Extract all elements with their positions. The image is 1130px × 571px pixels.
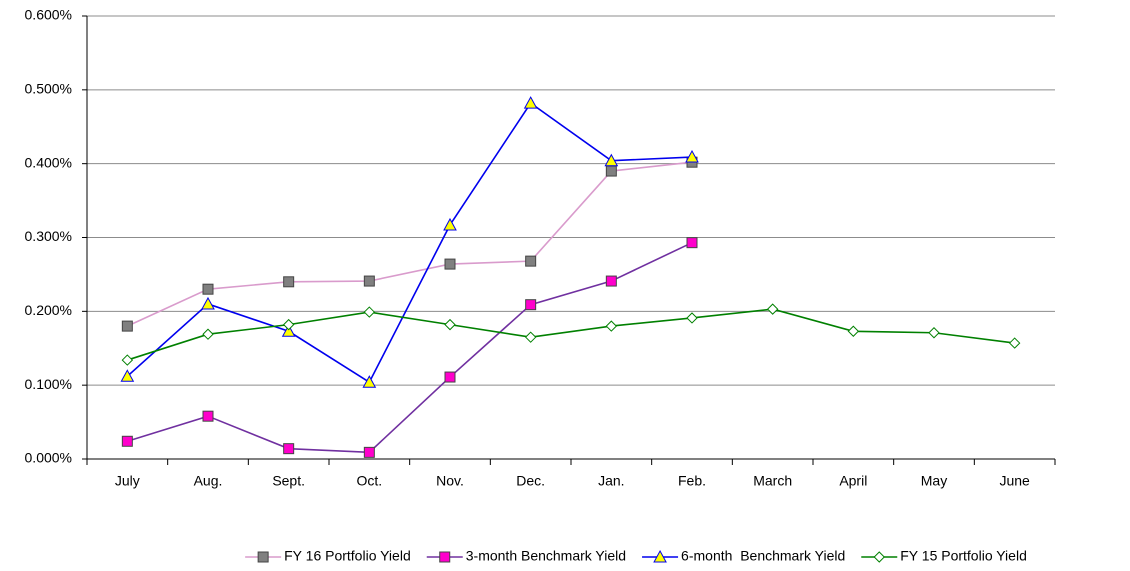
series-line bbox=[127, 161, 693, 327]
marker bbox=[604, 153, 619, 167]
x-tick-label: Nov. bbox=[436, 473, 464, 489]
x-tick-label: June bbox=[999, 473, 1030, 489]
x-tick-label: Oct. bbox=[356, 473, 382, 489]
marker bbox=[363, 306, 376, 318]
x-tick-label: Sept. bbox=[272, 473, 305, 489]
marker bbox=[363, 446, 375, 458]
marker bbox=[121, 354, 134, 366]
marker bbox=[444, 258, 456, 270]
marker bbox=[443, 217, 457, 231]
y-tick-label: 0.300% bbox=[25, 228, 72, 244]
marker bbox=[847, 325, 860, 337]
y-tick-label: 0.000% bbox=[25, 450, 72, 466]
x-tick-label: May bbox=[921, 473, 947, 489]
marker bbox=[766, 303, 779, 315]
marker bbox=[121, 320, 133, 332]
legend-label: 6-month Benchmark Yield bbox=[681, 548, 845, 564]
marker bbox=[1008, 337, 1021, 349]
marker bbox=[202, 328, 214, 340]
marker bbox=[283, 276, 295, 288]
legend-label: 3-month Benchmark Yield bbox=[466, 548, 626, 564]
x-tick-label: July bbox=[115, 473, 140, 489]
x-tick-label: March bbox=[753, 473, 792, 489]
series-line bbox=[127, 241, 693, 454]
marker bbox=[685, 149, 699, 163]
marker bbox=[444, 371, 456, 383]
marker bbox=[524, 331, 537, 343]
marker bbox=[281, 324, 296, 337]
marker bbox=[928, 327, 940, 339]
series-line bbox=[126, 101, 693, 384]
legend-label: FY 16 Portfolio Yield bbox=[284, 548, 411, 564]
y-tick-label: 0.400% bbox=[25, 154, 72, 170]
marker bbox=[257, 551, 269, 563]
series-line bbox=[127, 308, 1015, 361]
marker bbox=[873, 551, 885, 563]
y-tick-label: 0.500% bbox=[25, 81, 72, 97]
marker bbox=[605, 320, 618, 332]
legend-item: FY 15 Portfolio Yield bbox=[861, 548, 1027, 564]
marker bbox=[120, 369, 135, 382]
marker bbox=[202, 410, 214, 422]
y-tick-label: 0.100% bbox=[25, 376, 72, 392]
y-tick-label: 0.600% bbox=[25, 7, 72, 23]
x-tick-label: Feb. bbox=[678, 473, 706, 489]
marker bbox=[605, 165, 617, 177]
marker bbox=[363, 275, 375, 287]
marker bbox=[686, 312, 698, 324]
marker bbox=[605, 275, 617, 287]
marker bbox=[362, 375, 377, 388]
marker bbox=[121, 435, 133, 447]
y-tick-label: 0.200% bbox=[25, 302, 72, 318]
x-tick-label: Jan. bbox=[598, 473, 624, 489]
x-tick-label: Aug. bbox=[194, 473, 223, 489]
marker bbox=[525, 299, 537, 311]
legend: FY 16 Portfolio Yield 3-month Benchmark Y… bbox=[245, 548, 1027, 564]
legend-item: 3-month Benchmark Yield bbox=[426, 548, 626, 564]
marker bbox=[525, 255, 537, 267]
legend-label: FY 15 Portfolio Yield bbox=[900, 548, 1027, 564]
marker bbox=[202, 283, 214, 295]
marker bbox=[201, 296, 215, 310]
marker bbox=[686, 237, 698, 249]
marker bbox=[523, 96, 538, 109]
x-tick-label: Dec. bbox=[516, 473, 545, 489]
marker bbox=[444, 318, 456, 331]
marker bbox=[282, 318, 295, 331]
marker bbox=[653, 549, 667, 563]
legend-item: 6-month Benchmark Yield bbox=[642, 548, 845, 564]
marker bbox=[439, 551, 451, 563]
x-tick-label: April bbox=[839, 473, 867, 489]
legend-item: FY 16 Portfolio Yield bbox=[245, 548, 411, 564]
marker bbox=[283, 443, 295, 455]
